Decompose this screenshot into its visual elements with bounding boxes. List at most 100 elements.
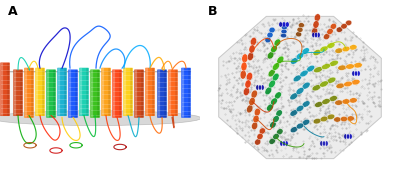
Text: A: A <box>8 5 18 18</box>
FancyBboxPatch shape <box>1 63 3 116</box>
Ellipse shape <box>313 118 321 124</box>
Ellipse shape <box>302 101 310 107</box>
FancyBboxPatch shape <box>188 68 190 117</box>
FancyBboxPatch shape <box>46 70 49 117</box>
Ellipse shape <box>302 82 310 89</box>
Ellipse shape <box>296 53 304 59</box>
FancyBboxPatch shape <box>112 69 122 118</box>
Ellipse shape <box>251 90 257 98</box>
Ellipse shape <box>274 39 281 46</box>
Ellipse shape <box>306 65 315 72</box>
Ellipse shape <box>266 104 274 111</box>
Ellipse shape <box>313 50 321 55</box>
Ellipse shape <box>267 52 274 59</box>
Ellipse shape <box>270 98 278 105</box>
Ellipse shape <box>347 116 354 121</box>
Ellipse shape <box>290 93 298 100</box>
Ellipse shape <box>317 32 320 38</box>
Ellipse shape <box>320 116 328 122</box>
Ellipse shape <box>334 117 341 122</box>
Ellipse shape <box>296 88 304 94</box>
Ellipse shape <box>256 85 259 90</box>
FancyBboxPatch shape <box>69 70 71 117</box>
Ellipse shape <box>349 98 357 103</box>
Ellipse shape <box>320 141 323 146</box>
Ellipse shape <box>340 116 348 122</box>
Ellipse shape <box>290 127 298 133</box>
Ellipse shape <box>346 134 350 139</box>
Ellipse shape <box>346 64 354 69</box>
Ellipse shape <box>257 133 263 140</box>
FancyBboxPatch shape <box>35 68 45 116</box>
Ellipse shape <box>327 114 335 120</box>
Ellipse shape <box>267 32 273 38</box>
FancyBboxPatch shape <box>90 70 93 117</box>
Ellipse shape <box>282 25 288 30</box>
Ellipse shape <box>322 99 330 104</box>
Ellipse shape <box>282 22 286 27</box>
Ellipse shape <box>312 28 318 35</box>
FancyBboxPatch shape <box>141 70 143 117</box>
Ellipse shape <box>258 85 262 90</box>
Ellipse shape <box>290 58 298 64</box>
Ellipse shape <box>265 37 271 43</box>
Ellipse shape <box>335 100 343 105</box>
Ellipse shape <box>248 52 254 61</box>
Ellipse shape <box>259 128 265 134</box>
Ellipse shape <box>276 129 283 135</box>
Ellipse shape <box>246 72 252 81</box>
FancyBboxPatch shape <box>31 68 33 117</box>
FancyBboxPatch shape <box>158 70 160 117</box>
FancyBboxPatch shape <box>123 68 133 116</box>
FancyBboxPatch shape <box>157 69 167 118</box>
Ellipse shape <box>344 81 352 87</box>
FancyBboxPatch shape <box>102 68 104 116</box>
Ellipse shape <box>261 85 264 90</box>
Ellipse shape <box>273 116 279 122</box>
Ellipse shape <box>297 27 303 32</box>
Ellipse shape <box>314 32 318 38</box>
Ellipse shape <box>349 45 357 50</box>
FancyBboxPatch shape <box>113 70 115 117</box>
Ellipse shape <box>245 80 251 88</box>
FancyBboxPatch shape <box>152 68 154 116</box>
Ellipse shape <box>312 85 321 91</box>
Ellipse shape <box>342 99 350 104</box>
FancyBboxPatch shape <box>175 70 177 116</box>
Ellipse shape <box>285 141 288 146</box>
Ellipse shape <box>354 63 362 68</box>
Ellipse shape <box>313 21 319 28</box>
Ellipse shape <box>329 60 338 66</box>
FancyBboxPatch shape <box>181 68 191 118</box>
FancyBboxPatch shape <box>20 70 22 116</box>
Ellipse shape <box>282 141 286 146</box>
FancyBboxPatch shape <box>0 62 10 116</box>
FancyBboxPatch shape <box>101 68 111 116</box>
FancyBboxPatch shape <box>168 69 178 116</box>
Ellipse shape <box>0 111 201 126</box>
Ellipse shape <box>253 115 259 123</box>
FancyBboxPatch shape <box>7 63 9 116</box>
Ellipse shape <box>327 28 333 35</box>
Ellipse shape <box>314 67 323 73</box>
Ellipse shape <box>329 96 338 102</box>
Ellipse shape <box>280 33 286 38</box>
FancyBboxPatch shape <box>68 69 78 118</box>
FancyBboxPatch shape <box>182 68 184 117</box>
Ellipse shape <box>341 23 347 29</box>
Ellipse shape <box>342 46 350 52</box>
Ellipse shape <box>290 110 298 116</box>
FancyBboxPatch shape <box>80 68 82 116</box>
FancyBboxPatch shape <box>57 68 67 116</box>
Ellipse shape <box>298 23 304 28</box>
Ellipse shape <box>272 73 279 81</box>
Ellipse shape <box>354 71 358 76</box>
Ellipse shape <box>322 64 330 69</box>
Ellipse shape <box>280 141 283 146</box>
Ellipse shape <box>268 69 275 77</box>
FancyBboxPatch shape <box>134 70 137 117</box>
Ellipse shape <box>338 65 346 70</box>
Ellipse shape <box>293 75 302 82</box>
FancyBboxPatch shape <box>46 69 56 118</box>
Ellipse shape <box>241 62 247 71</box>
